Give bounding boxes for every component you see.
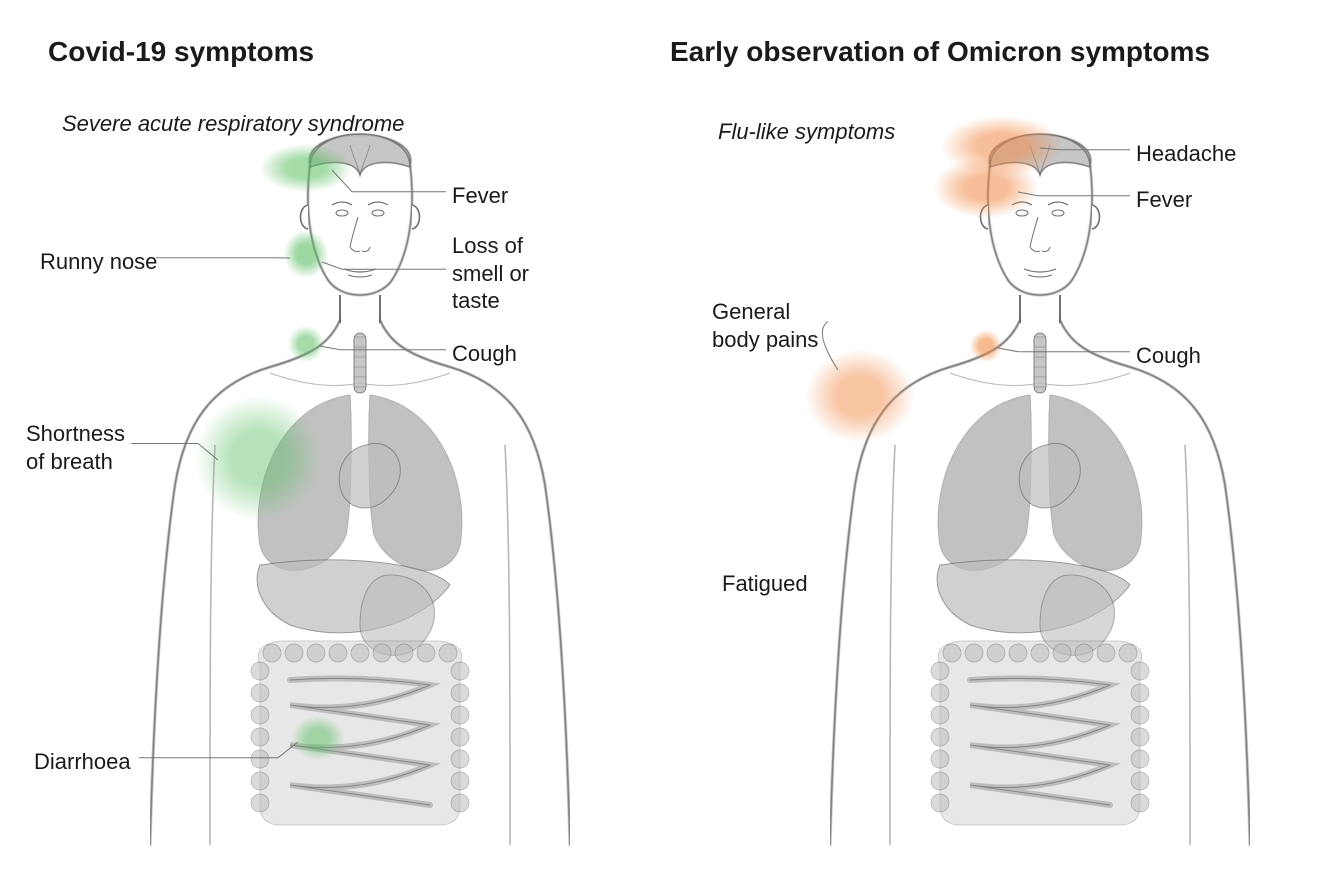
right-label-headache: Headache (1136, 140, 1236, 168)
left-label-runny: Runny nose (40, 248, 157, 276)
left-label-cough: Cough (452, 340, 517, 368)
panel-covid19: Covid-19 symptomsSevere acute respirator… (0, 0, 660, 880)
left-label-loss: Loss of smell or taste (452, 232, 529, 315)
left-title: Covid-19 symptoms (48, 36, 314, 68)
right-label-fatigued: Fatigued (722, 570, 808, 598)
right-label-fever: Fever (1136, 186, 1192, 214)
right-label-bodypains: General body pains (712, 298, 818, 353)
right-title: Early observation of Omicron symptoms (670, 36, 1210, 68)
left-label-fever: Fever (452, 182, 508, 210)
panel-omicron: Early observation of Omicron symptomsFlu… (660, 0, 1320, 880)
right-label-cough: Cough (1136, 342, 1201, 370)
left-label-diarrhoea: Diarrhoea (34, 748, 131, 776)
left-label-breath: Shortness of breath (26, 420, 125, 475)
right-body-figure (830, 105, 1250, 855)
left-body-figure (150, 105, 570, 855)
